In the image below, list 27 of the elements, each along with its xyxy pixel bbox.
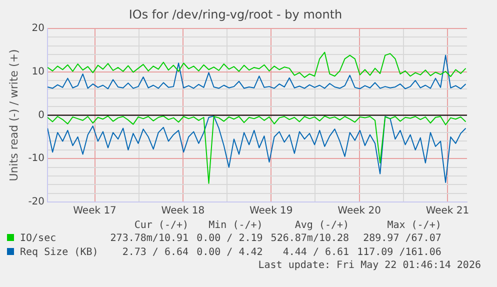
x-tick-label: Week 20 — [338, 206, 381, 217]
y-tick-label: 0 — [38, 110, 45, 121]
text: Last update: Fri May 22 01:46:14 2026 — [257, 260, 482, 271]
text: 289.97 /67.07 — [362, 232, 442, 246]
x-tick-label: Week 19 — [249, 206, 293, 217]
y-tick-label: 20 — [32, 22, 45, 34]
x-tick-label: Week 18 — [161, 206, 205, 217]
text: Max (-/+) — [386, 220, 442, 232]
text: Cur (-/+) — [133, 220, 190, 232]
chart-title: IOs for /dev/ring-vg/root - by month — [128, 7, 342, 22]
y-axis-title: Units read (-) / write (+) — [7, 49, 20, 182]
text: 0.00 / 2.19 — [196, 232, 264, 246]
text: 0.00 / 4.42 — [196, 246, 264, 260]
text: Avg (-/+) — [294, 220, 350, 232]
x-tick-label: Week 17 — [73, 206, 116, 217]
text: 117.09 /161.06 — [356, 246, 442, 260]
legend-label: Req Size (KB) — [19, 246, 100, 260]
legend-label: IO/sec — [19, 232, 58, 246]
y-tick-label: -10 — [28, 153, 45, 164]
x-tick-label: Week 21 — [426, 206, 470, 217]
text: 273.78m/10.91 — [109, 232, 190, 246]
y-tick-label: 10 — [32, 66, 45, 78]
text: 526.87m/10.28 — [270, 232, 350, 246]
text: Min (-/+) — [208, 220, 264, 232]
text: 2.73 / 6.64 — [121, 246, 190, 260]
y-tick-label: -20 — [28, 196, 45, 208]
text: 4.44 / 6.61 — [282, 246, 350, 260]
